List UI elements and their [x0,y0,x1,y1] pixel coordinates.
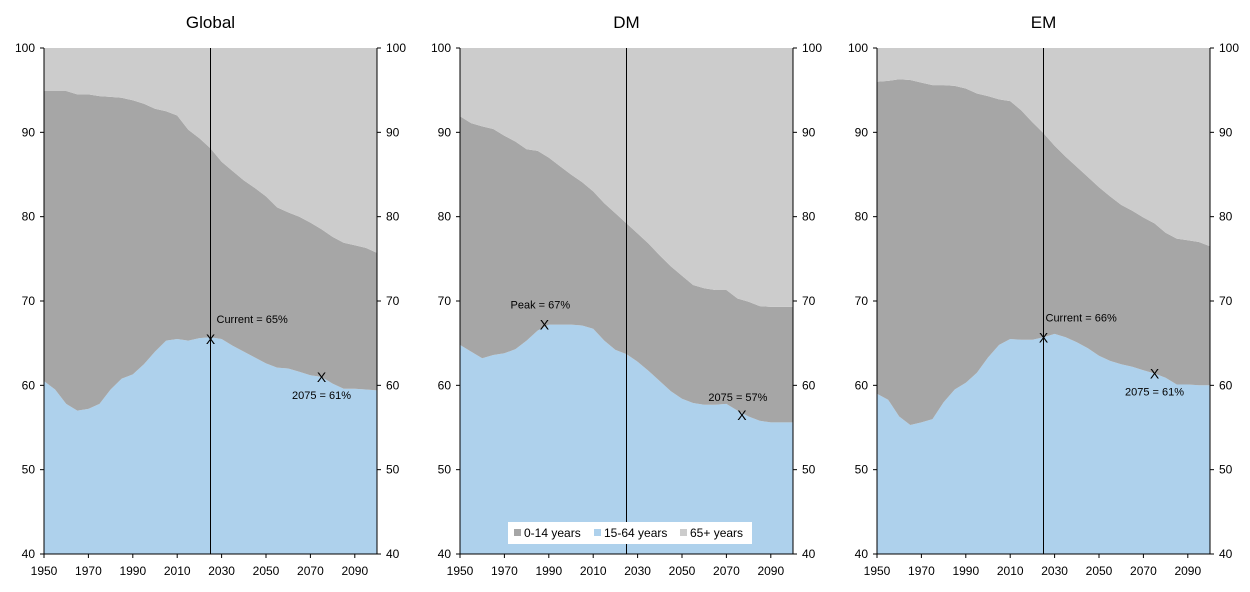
x-tick-label: 1950 [864,564,891,578]
x-tick-label: 2010 [580,564,607,578]
chart-legend: 0-14 years 15-64 years 65+ years [508,522,752,544]
x-tick-label: 2070 [297,564,324,578]
y-tick-label-right: 100 [802,41,822,55]
y-tick-label-right: 80 [386,210,400,224]
area-65-years [877,48,1210,247]
chart-title: Global [186,13,235,32]
chart-title: EM [1031,13,1057,32]
y-tick-label-left: 80 [22,210,36,224]
annotation-label: Peak = 67% [511,300,571,312]
y-tick-label-right: 90 [802,125,816,139]
legend-swatch [514,529,521,536]
x-tick-label: 2010 [997,564,1024,578]
chart-title: DM [613,13,639,32]
x-tick-label: 2030 [1041,564,1068,578]
annotation-marker: X [1039,329,1049,345]
annotation-label: 2075 = 57% [708,392,767,404]
y-tick-label-left: 60 [438,378,452,392]
y-tick-label-left: 70 [855,294,869,308]
legend-box [508,522,752,544]
y-tick-label-left: 40 [438,547,452,561]
y-tick-label-right: 50 [1219,463,1233,477]
x-tick-label: 1990 [535,564,562,578]
legend-label: 15-64 years [604,526,667,540]
annotation-label: Current = 66% [1046,312,1117,324]
legend-label: 0-14 years [524,526,581,540]
legend-label: 65+ years [690,526,743,540]
legend-swatch [594,529,601,536]
x-tick-label: 2050 [1086,564,1113,578]
y-tick-label-right: 80 [1219,210,1233,224]
annotation-label: 2075 = 61% [292,390,351,402]
y-tick-label-right: 40 [1219,547,1233,561]
y-tick-label-left: 50 [22,463,36,477]
x-tick-label: 2090 [757,564,784,578]
x-tick-label: 2070 [713,564,740,578]
x-tick-label: 1950 [447,564,474,578]
x-tick-label: 1950 [31,564,58,578]
y-tick-label-left: 80 [438,210,452,224]
area-65-years [44,48,377,253]
y-tick-label-left: 100 [15,41,35,55]
y-tick-label-left: 70 [438,294,452,308]
y-tick-label-right: 60 [386,378,400,392]
annotation-label: 2075 = 61% [1125,387,1184,399]
y-tick-label-left: 90 [855,125,869,139]
chart-panel-em: 40 40 50 50 60 60 70 70 80 80 90 90 100 100 1950 1970 19… [848,13,1239,578]
y-tick-label-right: 100 [1219,41,1239,55]
annotation-marker: X [317,369,327,385]
y-tick-label-right: 100 [386,41,406,55]
x-tick-label: 1970 [908,564,935,578]
x-tick-label: 1970 [491,564,518,578]
y-tick-label-left: 90 [22,125,36,139]
x-tick-label: 1990 [119,564,146,578]
y-tick-label-right: 40 [386,547,400,561]
x-tick-label: 1970 [75,564,102,578]
annotation-label: Current = 65% [217,314,288,326]
y-tick-label-left: 40 [855,547,869,561]
y-tick-label-right: 40 [802,547,816,561]
y-tick-label-right: 90 [386,125,400,139]
x-tick-label: 2030 [208,564,235,578]
y-tick-label-right: 70 [386,294,400,308]
y-tick-label-left: 70 [22,294,36,308]
annotation-marker: X [1150,366,1160,382]
x-tick-label: 2030 [624,564,651,578]
x-tick-label: 2010 [164,564,191,578]
y-tick-label-right: 60 [1219,378,1233,392]
annotation-marker: X [540,317,550,333]
x-tick-label: 2050 [253,564,280,578]
y-tick-label-right: 60 [802,378,816,392]
x-tick-label: 1990 [952,564,979,578]
x-tick-label: 2090 [341,564,368,578]
y-tick-label-left: 100 [431,41,451,55]
annotation-marker: X [206,331,216,347]
y-tick-label-left: 90 [438,125,452,139]
chart-panel-global: 40 40 50 50 60 60 70 70 80 80 90 90 100 100 1950 1970 19… [15,13,406,578]
y-tick-label-left: 60 [855,378,869,392]
y-tick-label-right: 70 [802,294,816,308]
y-tick-label-left: 100 [848,41,868,55]
y-tick-label-right: 50 [802,463,816,477]
y-tick-label-right: 70 [1219,294,1233,308]
y-tick-label-left: 50 [438,463,452,477]
y-tick-label-left: 60 [22,378,36,392]
y-tick-label-right: 90 [1219,125,1233,139]
x-tick-label: 2050 [669,564,696,578]
y-tick-label-left: 50 [855,463,869,477]
y-tick-label-right: 50 [386,463,400,477]
y-tick-label-left: 40 [22,547,36,561]
x-tick-label: 2090 [1174,564,1201,578]
y-tick-label-left: 80 [855,210,869,224]
chart-panel-dm: 40 40 50 50 60 60 70 70 80 80 90 90 100 100 1950 1970 19… [431,13,822,578]
annotation-marker: X [737,407,747,423]
legend-swatch [680,529,687,536]
y-tick-label-right: 80 [802,210,816,224]
x-tick-label: 2070 [1130,564,1157,578]
